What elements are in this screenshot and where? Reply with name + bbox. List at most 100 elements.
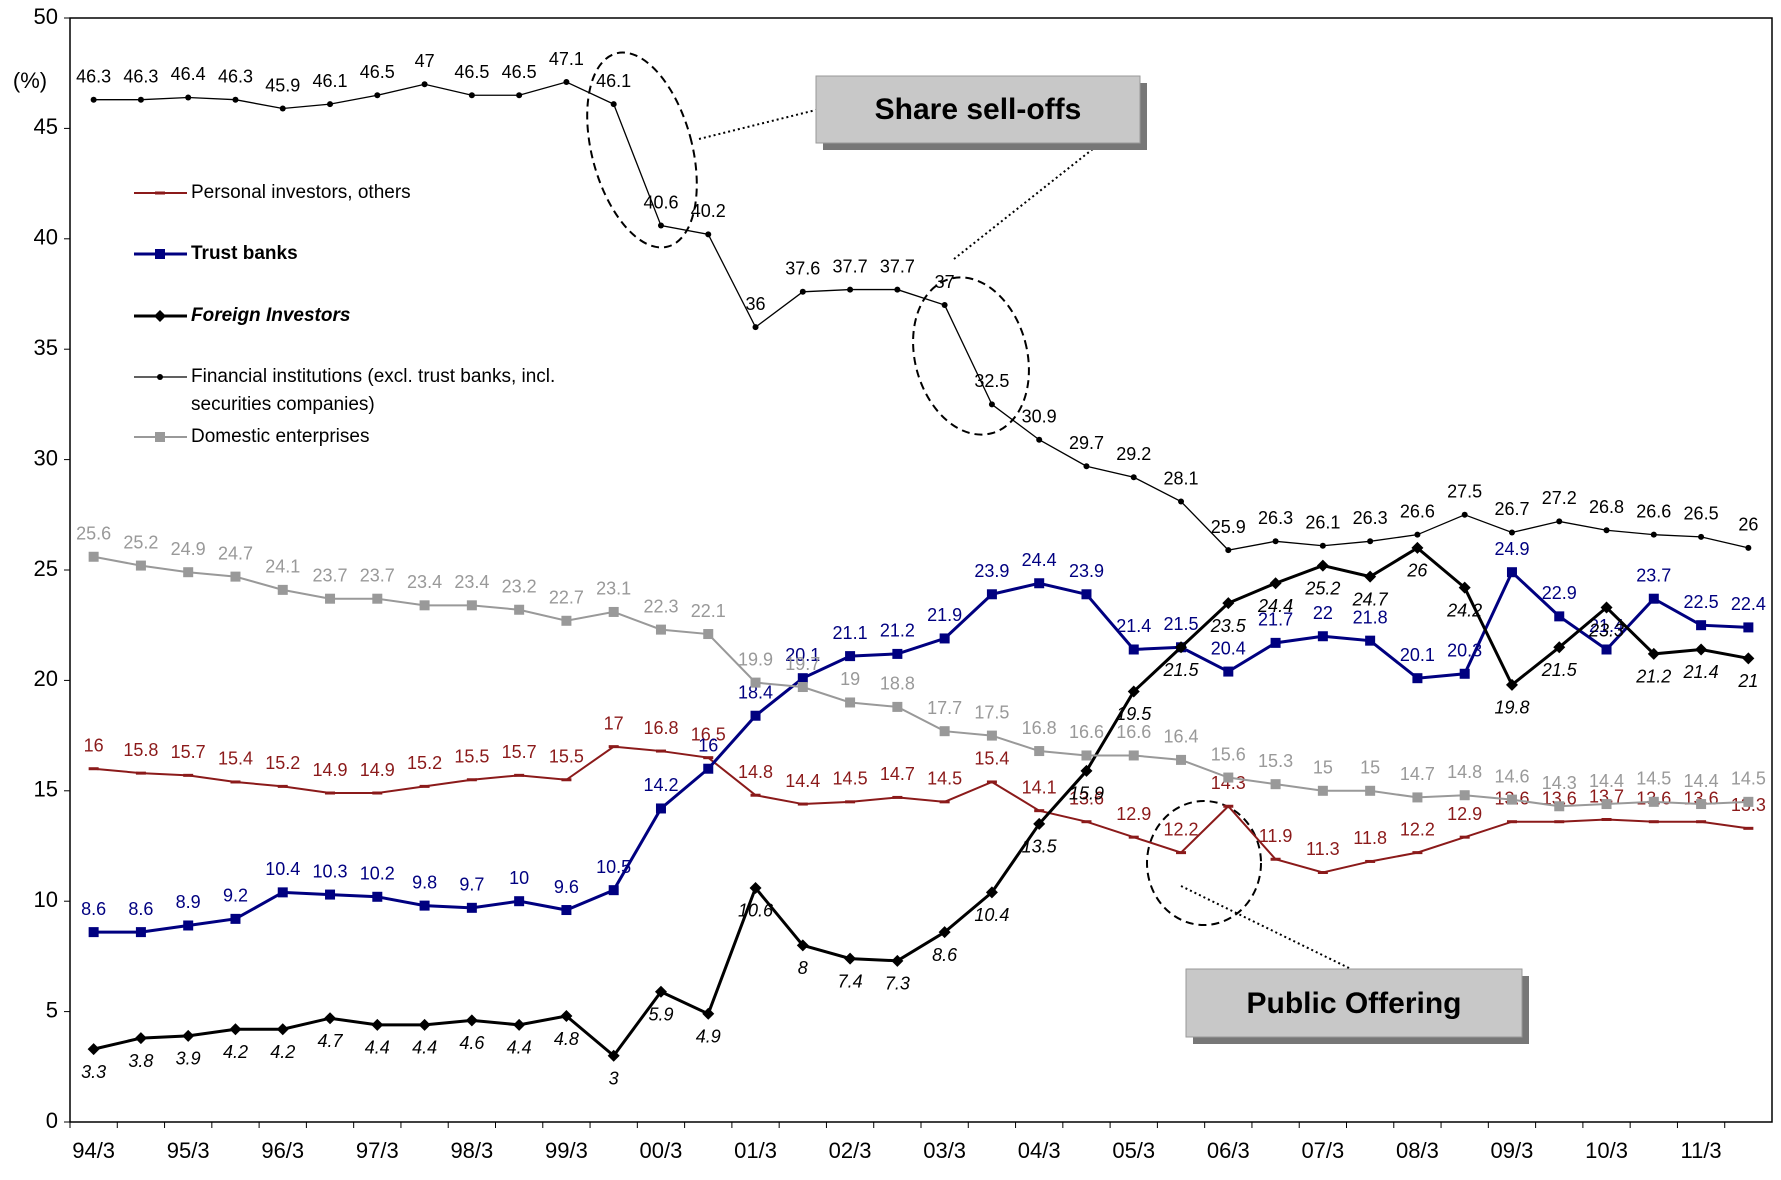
marker xyxy=(1081,589,1092,600)
marker xyxy=(1317,631,1328,642)
data-label: 21.7 xyxy=(1258,610,1293,630)
data-label: 23.7 xyxy=(313,565,348,585)
data-label: 14.9 xyxy=(313,760,348,780)
data-label: 15.4 xyxy=(218,749,253,769)
marker xyxy=(1176,851,1187,855)
marker xyxy=(610,101,617,108)
data-label: 16.6 xyxy=(1116,722,1151,742)
data-label: 25.2 xyxy=(123,532,158,552)
data-label: 10.4 xyxy=(265,859,300,879)
annotation: Share sell-offs xyxy=(875,93,1082,126)
y-tick-label: 35 xyxy=(34,335,58,360)
marker xyxy=(988,401,995,408)
callout-line xyxy=(698,109,817,140)
marker xyxy=(1081,820,1092,824)
x-tick-label: 94/3 xyxy=(72,1138,115,1163)
data-label: 21.8 xyxy=(1353,607,1388,627)
legend-marker xyxy=(157,374,163,380)
marker xyxy=(703,763,714,774)
data-label: 24.2 xyxy=(1446,600,1482,620)
marker xyxy=(750,677,761,688)
marker xyxy=(465,1014,478,1027)
data-label: 15.7 xyxy=(171,742,206,762)
x-tick-label: 09/3 xyxy=(1491,1138,1534,1163)
data-label: 10.6 xyxy=(738,901,774,921)
data-label: 9.7 xyxy=(459,875,484,895)
marker xyxy=(468,92,475,99)
data-label: 36 xyxy=(746,294,766,314)
data-label: 22.4 xyxy=(1731,594,1766,614)
marker xyxy=(1272,538,1279,545)
y-tick-label: 50 xyxy=(34,4,58,29)
marker xyxy=(324,1012,337,1025)
data-label: 21.5 xyxy=(1541,660,1578,680)
marker xyxy=(1554,801,1565,812)
data-label: 4.9 xyxy=(696,1027,721,1047)
data-label: 23.7 xyxy=(360,565,395,585)
marker xyxy=(418,1018,431,1031)
data-label: 22.3 xyxy=(643,596,678,616)
marker xyxy=(185,94,192,101)
data-label: 4.8 xyxy=(554,1029,579,1049)
marker xyxy=(892,795,903,799)
data-label: 26.5 xyxy=(1684,504,1719,524)
marker xyxy=(986,780,997,784)
data-label: 16 xyxy=(698,735,718,755)
y-tick-label: 40 xyxy=(34,225,58,250)
x-tick-label: 97/3 xyxy=(356,1138,399,1163)
marker xyxy=(372,791,383,795)
data-label: 8 xyxy=(798,958,808,978)
data-label: 7.3 xyxy=(885,974,910,994)
marker xyxy=(1270,779,1281,790)
marker xyxy=(1364,570,1377,583)
data-label: 15.8 xyxy=(123,740,158,760)
marker xyxy=(891,954,904,967)
marker xyxy=(797,802,808,806)
data-label: 4.2 xyxy=(223,1042,248,1062)
data-label: 37.7 xyxy=(833,256,868,276)
legend-label: Personal investors, others xyxy=(191,182,411,203)
marker xyxy=(1743,796,1754,807)
x-tick-label: 01/3 xyxy=(734,1138,777,1163)
data-label: 14.4 xyxy=(1684,771,1719,791)
data-label: 37.7 xyxy=(880,256,915,276)
marker xyxy=(183,567,194,578)
marker xyxy=(654,985,667,998)
marker xyxy=(1698,533,1705,540)
marker xyxy=(1412,792,1423,803)
marker xyxy=(514,896,525,907)
marker xyxy=(561,778,572,782)
marker xyxy=(279,105,286,112)
data-label: 19.9 xyxy=(738,649,773,669)
marker xyxy=(374,92,381,99)
data-label: 14.8 xyxy=(1447,762,1482,782)
data-label: 22 xyxy=(1313,603,1333,623)
data-label: 10.5 xyxy=(596,857,631,877)
callout-line xyxy=(1180,885,1356,972)
marker xyxy=(608,606,619,617)
marker xyxy=(325,593,336,604)
series-line xyxy=(93,555,1749,808)
data-label: 19.8 xyxy=(1494,698,1529,718)
marker xyxy=(894,286,901,293)
data-label: 21.5 xyxy=(1164,614,1199,634)
marker xyxy=(1743,622,1754,633)
data-label: 20.3 xyxy=(1447,641,1482,661)
marker xyxy=(1222,597,1235,610)
data-label: 15.2 xyxy=(407,753,442,773)
series: 8.6 8.6 8.9 9.210.4 10.3 10.2 9.8 9.7 10 9.610.51… xyxy=(81,539,1766,938)
marker xyxy=(1742,652,1755,665)
data-label: 45.9 xyxy=(265,75,300,95)
marker xyxy=(939,633,950,644)
y-unit-label: (%) xyxy=(13,68,47,93)
marker xyxy=(1553,641,1566,654)
marker xyxy=(134,1032,147,1045)
marker xyxy=(1269,577,1282,590)
data-label: 14.3 xyxy=(1542,773,1577,793)
legend-label: Financial institutions (excl. trust bank… xyxy=(191,366,556,415)
marker xyxy=(892,701,903,712)
marker xyxy=(1506,567,1517,578)
marker xyxy=(230,571,241,582)
x-tick-label: 10/3 xyxy=(1585,1138,1628,1163)
